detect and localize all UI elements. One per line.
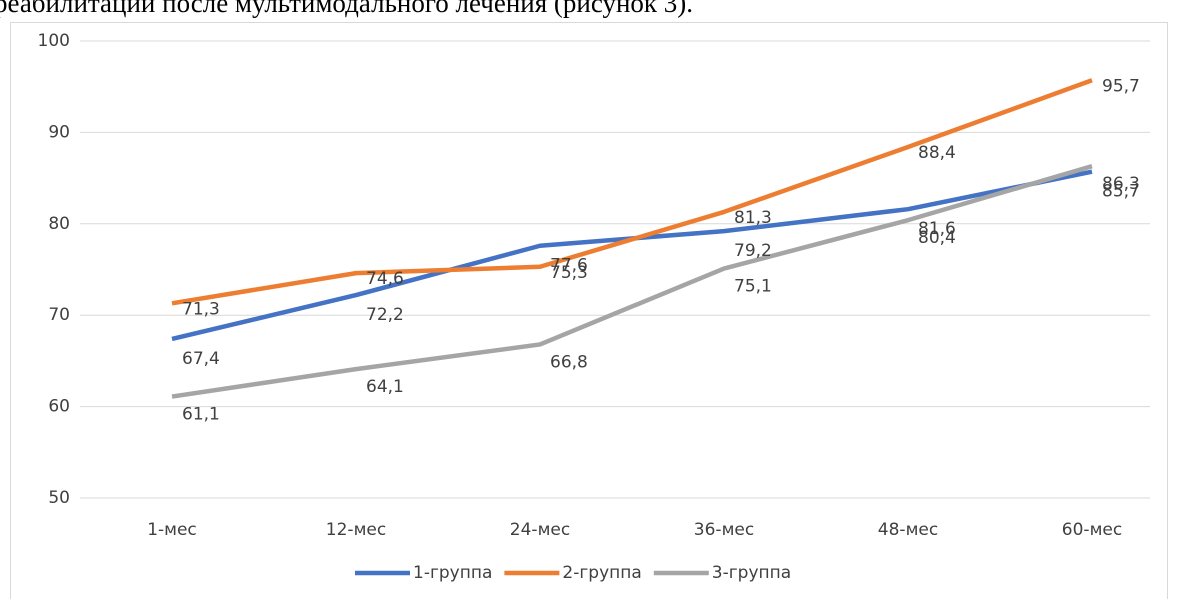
data-label: 79,2	[734, 241, 772, 261]
series-line	[171, 164, 1093, 399]
x-tick-label: 12-мес	[326, 520, 386, 540]
chart-border	[10, 22, 1168, 599]
x-tick-label: 1-мес	[147, 520, 197, 540]
y-tick-label: 60	[48, 397, 70, 417]
legend-label: 1-группа	[413, 563, 492, 583]
y-tick-label: 50	[48, 488, 70, 508]
x-tick-label: 36-мес	[694, 520, 754, 540]
x-tick-label: 48-мес	[878, 520, 938, 540]
y-tick-label: 100	[38, 31, 70, 51]
data-label: 95,7	[1102, 76, 1140, 96]
y-tick-label: 70	[48, 305, 70, 325]
data-label: 81,3	[734, 208, 772, 228]
document-text: реабилитации после мультимодального лече…	[0, 0, 693, 18]
x-tick-label: 60-мес	[1062, 520, 1122, 540]
data-label: 81,6	[918, 219, 956, 239]
data-label: 77,6	[550, 256, 588, 276]
data-label: 88,4	[918, 143, 956, 163]
data-label: 75,3	[550, 263, 588, 283]
data-label: 75,1	[734, 277, 772, 297]
data-label: 64,1	[366, 377, 404, 397]
data-label: 66,8	[550, 352, 588, 372]
data-label: 86,3	[1102, 174, 1140, 194]
data-label: 61,1	[182, 405, 220, 425]
data-label: 85,7	[1102, 182, 1140, 202]
legend-label: 3-группа	[712, 563, 791, 583]
series-line	[171, 169, 1093, 342]
legend-label: 2-группа	[562, 563, 641, 583]
y-tick-label: 80	[48, 214, 70, 234]
series-line	[171, 78, 1093, 306]
data-label: 74,6	[366, 269, 404, 289]
y-tick-label: 90	[48, 122, 70, 142]
data-label: 72,2	[366, 305, 404, 325]
data-label: 80,4	[918, 228, 956, 248]
data-label: 67,4	[182, 349, 220, 369]
data-label: 71,3	[182, 299, 220, 319]
x-tick-label: 24-мес	[510, 520, 570, 540]
